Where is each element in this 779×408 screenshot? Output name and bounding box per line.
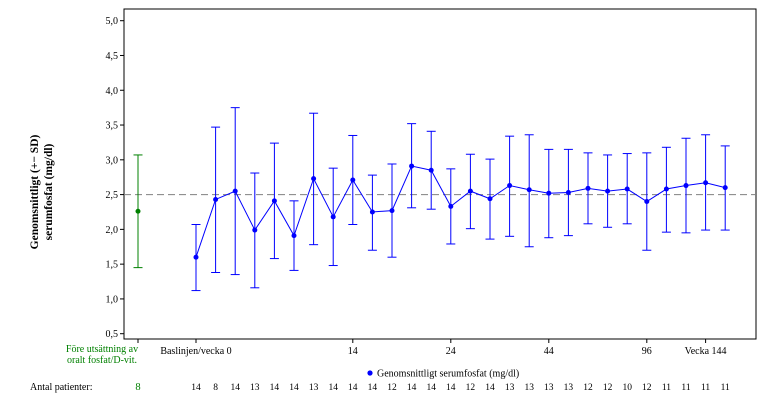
legend-label: Genomsnittligt serumfosfat (mg/dl) <box>377 369 519 380</box>
y-axis-title-line1: Genomsnittligt (+− SD) <box>29 134 41 249</box>
y-axis-title-line2: serumfosfat (mg/dl) <box>43 143 55 240</box>
data-point <box>350 177 356 183</box>
x-tick-label: 96 <box>642 346 652 357</box>
patients-count: 14 <box>426 383 436 393</box>
y-tick-label: 1,0 <box>106 294 119 305</box>
data-point <box>330 214 336 220</box>
patients-count: 12 <box>466 383 476 393</box>
y-tick-label: 4,0 <box>106 86 119 97</box>
patients-count: 11 <box>701 383 710 393</box>
patients-count-pre: 8 <box>135 382 140 393</box>
x-tick-label: 24 <box>446 346 456 357</box>
patients-count: 13 <box>250 383 260 393</box>
patients-count: 13 <box>309 383 319 393</box>
data-point <box>703 180 709 186</box>
y-axis: 0,5 1,0 1,5 2,0 2,5 3,0 3,5 4,0 4,5 5,0 <box>106 16 124 340</box>
patients-count: 14 <box>407 383 417 393</box>
patients-count: 11 <box>662 383 671 393</box>
legend-marker <box>367 370 373 376</box>
patients-count: 14 <box>191 383 201 393</box>
x-axis: Baslinjen/vecka 0 14 24 44 96 Vecka 144 <box>137 339 727 357</box>
patients-count: 12 <box>583 383 593 393</box>
data-point <box>409 163 415 169</box>
plot-frame <box>123 8 757 340</box>
y-tick-label: 5,0 <box>106 16 119 27</box>
data-point <box>683 183 689 189</box>
data-point <box>585 185 591 191</box>
y-tick-label: 2,0 <box>106 225 119 236</box>
data-point <box>291 233 297 239</box>
data-point <box>213 196 219 202</box>
data-point <box>663 186 669 192</box>
data-point <box>428 167 434 173</box>
x-tick-label: 14 <box>348 346 358 357</box>
patients-count: 14 <box>348 383 358 393</box>
patients-count: 10 <box>622 383 632 393</box>
patients-count: 14 <box>485 383 495 393</box>
patients-count: 13 <box>524 383 534 393</box>
patients-count: 14 <box>289 383 299 393</box>
data-point <box>448 203 454 209</box>
data-point <box>526 187 532 193</box>
data-point <box>193 254 199 260</box>
patients-label: Antal patienter: <box>30 382 92 393</box>
y-tick-label: 3,5 <box>106 121 119 132</box>
patients-count: 14 <box>328 383 338 393</box>
patients-count: 8 <box>213 383 218 393</box>
data-point <box>722 185 728 191</box>
patients-count: 11 <box>681 383 690 393</box>
x-tick-label: Vecka 144 <box>685 346 727 357</box>
y-tick-label: 1,5 <box>106 260 119 271</box>
y-tick-label: 4,5 <box>106 51 119 62</box>
data-point <box>624 186 630 192</box>
patients-count: 12 <box>642 383 652 393</box>
patients-count: 12 <box>603 383 613 393</box>
data-point <box>644 199 650 205</box>
y-tick-label: 2,5 <box>106 190 119 201</box>
data-point <box>389 208 395 214</box>
series-line <box>195 165 726 258</box>
data-point <box>271 198 277 204</box>
patients-count: 13 <box>564 383 574 393</box>
patients-count: 14 <box>368 383 378 393</box>
x-tick-label: 44 <box>544 346 554 357</box>
patients-counts: 14 8 14 13 14 14 13 14 14 14 12 14 14 14 12 14 13 13 13 13 1… <box>191 383 730 393</box>
data-point <box>232 188 238 194</box>
patients-count: 12 <box>387 383 397 393</box>
data-point <box>507 183 513 189</box>
x-tick-label: Baslinjen/vecka 0 <box>160 346 231 357</box>
patients-count: 14 <box>230 383 240 393</box>
data-point <box>487 196 493 202</box>
pre-treatment-label-line1: Före utsättning av <box>66 344 138 355</box>
series-serum-phosphate <box>191 107 730 292</box>
data-point <box>311 176 317 182</box>
data-point <box>467 188 473 194</box>
pre-treatment-label-line2: oralt fosfat/D-vit. <box>67 355 137 366</box>
data-point <box>369 209 375 215</box>
patients-count: 13 <box>544 383 554 393</box>
patients-count: 14 <box>446 383 456 393</box>
patients-count: 11 <box>721 383 730 393</box>
data-point <box>546 190 552 196</box>
pre-mean-point <box>135 208 141 214</box>
patients-count: 14 <box>270 383 280 393</box>
data-point <box>605 188 611 194</box>
pre-treatment-marker <box>133 154 143 269</box>
data-point <box>252 227 258 233</box>
y-tick-label: 3,0 <box>106 155 119 166</box>
data-point <box>565 190 571 196</box>
y-tick-label: 0,5 <box>106 329 119 340</box>
patients-count: 13 <box>505 383 515 393</box>
